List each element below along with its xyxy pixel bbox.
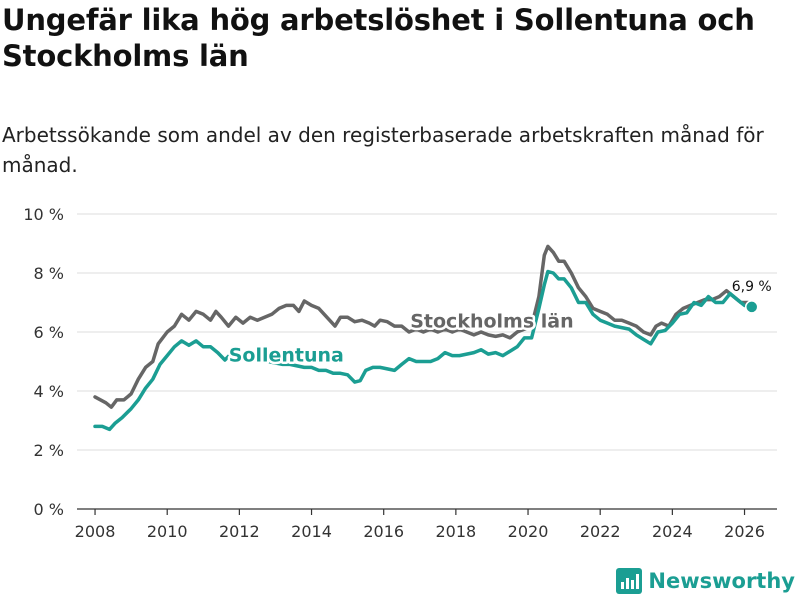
x-tick-label: 2014: [291, 522, 332, 541]
y-tick-label: 2 %: [34, 441, 64, 460]
x-tick-label: 2020: [508, 522, 549, 541]
series-label: Sollentuna: [229, 345, 344, 367]
y-axis-ticks: 0 % 2 % 4 % 6 % 8 % 10 %: [23, 205, 64, 519]
series-label: Stockholms län: [410, 311, 573, 333]
line-chart: 0 % 2 % 4 % 6 % 8 % 10 % 2008 2010 2012 2014 2016…: [23, 205, 777, 541]
series-line-sollentuna: [93, 269, 754, 432]
series-lines: [93, 244, 754, 432]
brand-name: Newsworthy: [648, 569, 795, 593]
end-point-marker: 6,9 %: [732, 279, 772, 314]
x-tick-label: 2024: [652, 522, 693, 541]
y-tick-label: 10 %: [23, 205, 64, 224]
y-tick-label: 8 %: [34, 264, 64, 283]
x-tick-label: 2012: [219, 522, 260, 541]
series-labels: Stockholms län Sollentuna: [226, 308, 576, 369]
y-tick-label: 4 %: [34, 382, 64, 401]
series-line-stockholms-l-n: [93, 244, 754, 409]
x-tick-label: 2026: [724, 522, 765, 541]
y-tick-label: 0 %: [34, 500, 64, 519]
end-point-label: 6,9 %: [732, 279, 772, 295]
bar-chart-logo-icon: [616, 568, 643, 594]
chart-subtitle: Arbetssökande som andel av den registerb…: [2, 123, 764, 177]
x-tick-label: 2010: [147, 522, 188, 541]
brand-logo: Newsworthy: [616, 568, 795, 594]
end-point-dot: [744, 300, 759, 314]
y-tick-label: 6 %: [34, 323, 64, 342]
x-axis: 2008 2010 2012 2014 2016 2018 2020 2022 2024 2026: [75, 508, 777, 541]
x-tick-label: 2016: [363, 522, 404, 541]
chart-title: Ungefär lika hög arbetslöshet i Sollentu…: [2, 3, 755, 73]
x-tick-label: 2008: [75, 522, 116, 541]
x-tick-label: 2022: [580, 522, 621, 541]
x-tick-label: 2018: [436, 522, 477, 541]
